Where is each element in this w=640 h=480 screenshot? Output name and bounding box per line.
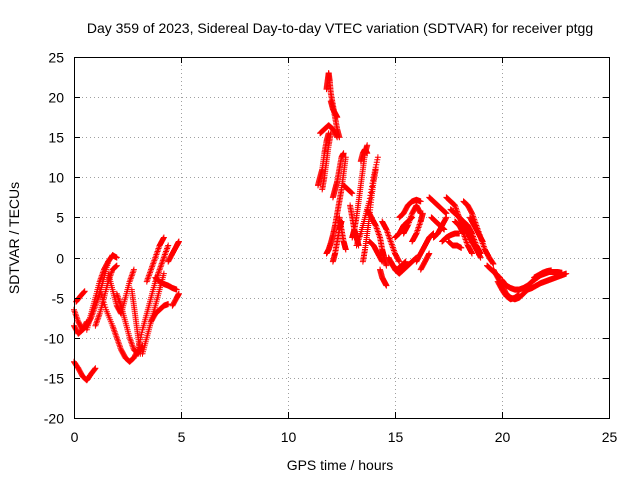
data-point — [96, 286, 103, 293]
data-point — [383, 282, 390, 289]
data-point — [378, 257, 385, 264]
data-point — [558, 269, 565, 276]
data-point — [396, 258, 403, 265]
data-point — [165, 301, 172, 308]
data-point — [383, 262, 390, 269]
y-tick-label: 5 — [56, 210, 64, 226]
data-point — [173, 286, 180, 293]
data-point — [81, 288, 88, 295]
x-tick-label: 5 — [178, 429, 186, 445]
data-point — [105, 258, 112, 265]
y-tick-label: 20 — [48, 90, 64, 106]
data-point — [443, 214, 450, 221]
x-tick-label: 20 — [495, 429, 511, 445]
data-point — [442, 215, 449, 222]
y-tick-label: 10 — [48, 170, 64, 186]
data-point — [113, 254, 120, 261]
data-point — [349, 190, 356, 197]
data-point — [469, 250, 475, 257]
data-point — [379, 258, 386, 265]
data-point — [175, 238, 182, 245]
data-point — [364, 142, 371, 149]
data-point — [144, 275, 151, 282]
data-point — [113, 262, 120, 269]
data-point — [417, 198, 424, 205]
data-point — [548, 267, 555, 274]
y-tick-label: -15 — [44, 371, 64, 387]
data-point — [336, 134, 343, 141]
plot-frame — [74, 57, 610, 419]
y-tick-label: 25 — [48, 50, 64, 66]
data-points — [71, 70, 570, 384]
y-axis-label: SDTVAR / TECUs — [6, 182, 22, 294]
data-point — [92, 365, 99, 372]
data-point — [130, 266, 137, 273]
x-tick-label: 25 — [602, 429, 618, 445]
x-tick-label: 15 — [388, 429, 404, 445]
axis-ticks: 0 5 10 15 20 25 -20 -15 -10 -5 0 5 10 15 20 25 — [44, 50, 618, 446]
data-point — [160, 270, 167, 277]
y-tick-label: -10 — [44, 331, 64, 347]
data-point — [477, 250, 484, 257]
data-point — [160, 235, 167, 242]
data-point — [165, 242, 172, 249]
data-point — [374, 154, 381, 161]
y-tick-label: -20 — [44, 411, 64, 427]
y-tick-label: -5 — [52, 291, 65, 307]
data-point — [516, 291, 523, 298]
data-point — [364, 150, 371, 157]
data-point — [372, 166, 379, 173]
x-tick-label: 0 — [71, 429, 79, 445]
y-tick-label: 0 — [56, 251, 64, 267]
y-tick-label: 15 — [48, 130, 64, 146]
data-point — [458, 244, 465, 251]
x-axis-label: GPS time / hours — [287, 457, 394, 473]
data-point — [327, 130, 334, 137]
data-point — [175, 290, 182, 297]
data-point — [334, 114, 341, 121]
data-point — [160, 234, 167, 241]
data-point — [91, 366, 98, 373]
data-point — [342, 246, 349, 253]
chart-title: Day 359 of 2023, Sidereal Day-to-day VTE… — [87, 20, 593, 36]
data-point — [490, 261, 497, 267]
data-point — [426, 250, 433, 257]
data-point — [563, 270, 570, 277]
data-point — [402, 258, 409, 265]
x-tick-label: 10 — [281, 429, 297, 445]
data-point — [419, 210, 426, 217]
data-point — [395, 257, 402, 264]
data-point — [479, 238, 486, 245]
data-point — [340, 150, 347, 157]
data-point — [80, 289, 87, 296]
